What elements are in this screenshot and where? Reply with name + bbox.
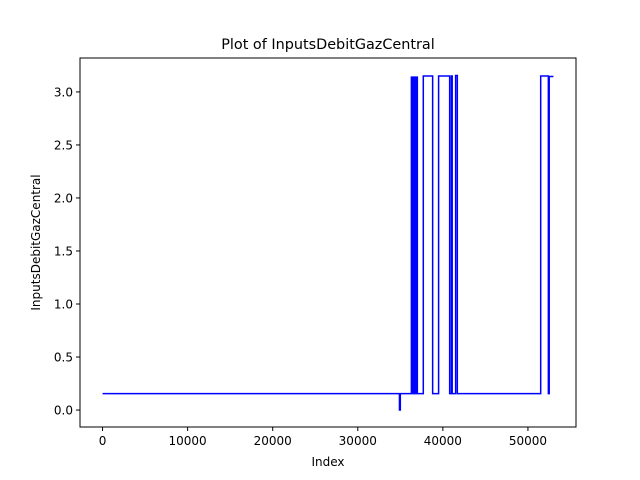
y-tick-label: 1.5 (54, 244, 73, 258)
x-tick-label: 30000 (339, 434, 377, 448)
x-tick-label: 0 (99, 434, 107, 448)
x-tick-label: 50000 (509, 434, 547, 448)
plot-area (79, 57, 577, 428)
y-tick-label: 2.5 (54, 138, 73, 152)
chart-title: Plot of InputsDebitGazCentral (221, 37, 435, 53)
x-tick-label: 40000 (424, 434, 462, 448)
x-axis: 0 10000 20000 30000 40000 50000 (99, 427, 547, 448)
y-tick-label: 0.5 (54, 351, 73, 365)
y-axis: 0.0 0.5 1.0 1.5 2.0 2.5 3.0 (54, 85, 80, 418)
series-layer (102, 74, 554, 411)
x-axis-label: Index (311, 455, 344, 469)
y-axis-label: InputsDebitGazCentral (29, 174, 43, 310)
axes-frame (79, 57, 577, 428)
y-tick-label: 3.0 (54, 85, 73, 99)
x-tick-label: 20000 (254, 434, 292, 448)
x-tick-label: 10000 (169, 434, 207, 448)
series-line-0 (102, 74, 554, 411)
y-tick-label: 2.0 (54, 191, 73, 205)
y-tick-label: 1.0 (54, 298, 73, 312)
y-tick-label: 0.0 (54, 404, 73, 418)
